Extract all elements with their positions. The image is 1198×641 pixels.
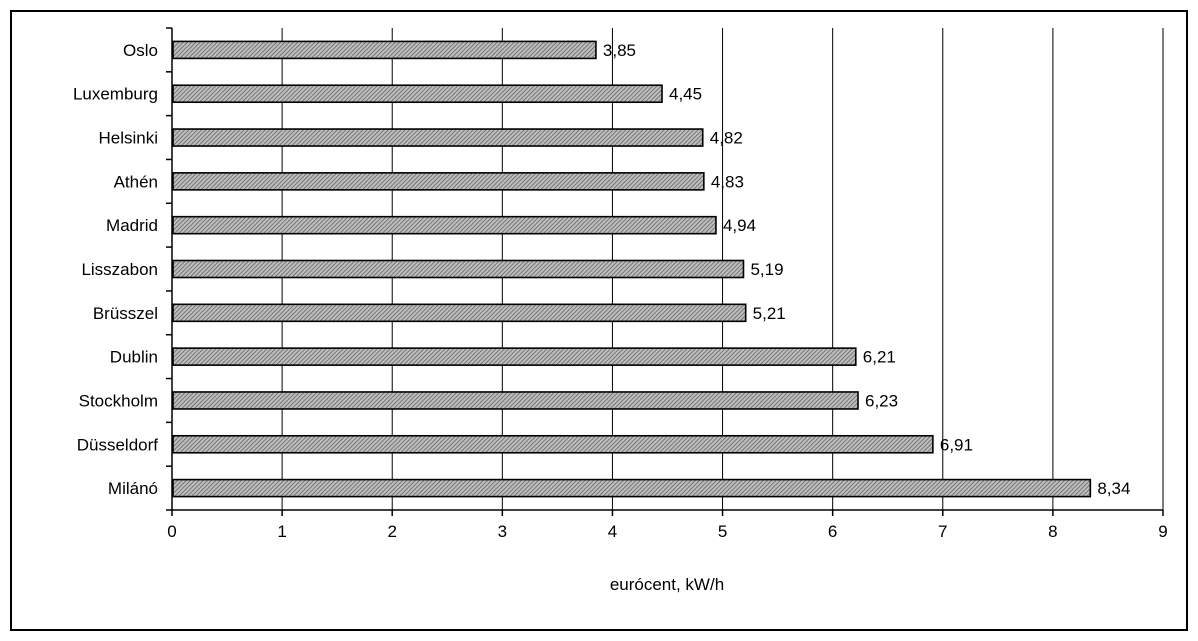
category-label: Madrid	[106, 216, 158, 235]
category-label: Brüsszel	[93, 304, 158, 323]
x-tick-label: 9	[1158, 522, 1167, 541]
bar	[172, 128, 704, 147]
category-label: Düsseldorf	[77, 435, 159, 454]
category-label: Oslo	[123, 41, 158, 60]
category-label: Luxemburg	[73, 85, 158, 104]
bar	[172, 40, 597, 60]
category-label: Helsinki	[98, 129, 158, 148]
bars	[172, 40, 1092, 498]
data-label: 4,94	[723, 216, 756, 235]
category-label: Athén	[114, 172, 158, 191]
bar	[172, 303, 747, 323]
data-label: 4,83	[711, 172, 744, 191]
bar	[172, 434, 934, 454]
x-tick-label: 6	[828, 522, 837, 541]
bar	[172, 215, 717, 235]
x-tick-label: 1	[277, 522, 286, 541]
bar	[172, 84, 663, 104]
x-axis-title: eurócent, kW/h	[610, 575, 724, 594]
x-tick-label: 4	[608, 522, 617, 541]
data-label: 4,82	[710, 129, 743, 148]
axes	[166, 27, 1164, 516]
category-label: Stockholm	[79, 391, 158, 410]
category-label: Milánó	[108, 479, 158, 498]
bar	[172, 391, 859, 410]
grid-lines	[281, 28, 1164, 510]
labels: 0 1 2 3 4 5 6 7 8 9 Oslo 3,85 Luxemburg 4,45 Helsinki 4…	[73, 41, 1168, 541]
x-tick-label: 0	[167, 522, 176, 541]
category-label: Dublin	[110, 348, 158, 367]
data-label: 6,91	[940, 435, 973, 454]
data-label: 8,34	[1097, 479, 1130, 498]
bar	[172, 478, 1092, 498]
x-tick-label: 3	[498, 522, 507, 541]
data-label: 6,23	[865, 391, 898, 410]
data-label: 5,21	[753, 304, 786, 323]
x-tick-label: 7	[938, 522, 947, 541]
data-label: 4,45	[669, 85, 702, 104]
x-tick-label: 8	[1048, 522, 1057, 541]
bar	[172, 347, 857, 366]
data-label: 5,19	[750, 260, 783, 279]
bar	[172, 172, 705, 191]
data-label: 3,85	[603, 41, 636, 60]
category-label: Lisszabon	[81, 260, 158, 279]
bar	[172, 259, 745, 279]
x-tick-label: 5	[718, 522, 727, 541]
data-label: 6,21	[863, 348, 896, 367]
x-tick-label: 2	[387, 522, 396, 541]
